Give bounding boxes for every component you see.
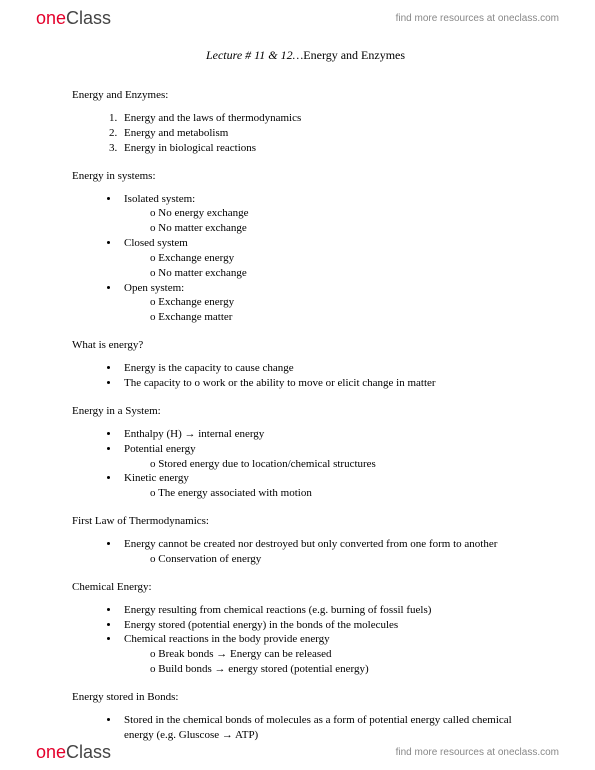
list-item: Energy is the capacity to cause change bbox=[120, 361, 539, 376]
list-item: Energy and metabolism bbox=[120, 126, 539, 141]
sub-item: The energy associated with motion bbox=[150, 486, 539, 501]
sub-list: The energy associated with motion bbox=[150, 486, 539, 501]
sub-item: Exchange matter bbox=[150, 310, 539, 325]
section-head-3: What is energy? bbox=[72, 339, 539, 351]
sub-list: Break bonds → Energy can be released Bui… bbox=[150, 647, 539, 677]
list-item: Open system: Exchange energy Exchange ma… bbox=[120, 281, 539, 326]
sub-item: Conservation of energy bbox=[150, 552, 539, 567]
list-item: Potential energy Stored energy due to lo… bbox=[120, 442, 539, 472]
sub-item: No energy exchange bbox=[150, 206, 539, 221]
brand-logo-footer: oneClass bbox=[36, 742, 111, 763]
list-item: Chemical reactions in the body provide e… bbox=[120, 632, 539, 677]
list-item: Energy cannot be created nor destroyed b… bbox=[120, 537, 539, 567]
section-head-4: Energy in a System: bbox=[72, 405, 539, 417]
bullet-text: Isolated system: bbox=[124, 193, 195, 205]
sub-item: Stored energy due to location/chemical s… bbox=[150, 457, 539, 472]
brand-one: one bbox=[36, 742, 66, 763]
section-head-6: Chemical Energy: bbox=[72, 581, 539, 593]
footer-resources-link[interactable]: find more resources at oneclass.com bbox=[396, 747, 559, 758]
sub-list: Exchange energy No matter exchange bbox=[150, 251, 539, 281]
header-resources-link[interactable]: find more resources at oneclass.com bbox=[396, 13, 559, 24]
sub-list: Conservation of energy bbox=[150, 552, 539, 567]
section-head-1: Energy and Enzymes: bbox=[72, 89, 539, 101]
bullet-list-5: Energy cannot be created nor destroyed b… bbox=[120, 537, 539, 567]
bullet-list-2: Isolated system: No energy exchange No m… bbox=[120, 192, 539, 326]
list-item: Energy in biological reactions bbox=[120, 141, 539, 156]
list-item: Isolated system: No energy exchange No m… bbox=[120, 192, 539, 237]
brand-class: Class bbox=[66, 742, 111, 763]
list-item: Energy and the laws of thermodynamics bbox=[120, 111, 539, 126]
bullet-text: Open system: bbox=[124, 282, 184, 294]
bullet-text: Potential energy bbox=[124, 443, 196, 455]
lecture-title: Lecture # 11 & 12…Energy and Enzymes bbox=[72, 48, 539, 63]
sub-item: No matter exchange bbox=[150, 266, 539, 281]
section-head-2: Energy in systems: bbox=[72, 170, 539, 182]
brand-logo: oneClass bbox=[36, 8, 111, 29]
title-rest: Energy and Enzymes bbox=[303, 48, 405, 62]
sub-item: No matter exchange bbox=[150, 221, 539, 236]
bullet-text: Closed system bbox=[124, 237, 188, 249]
page-header: oneClass find more resources at oneclass… bbox=[0, 0, 595, 36]
brand-class: Class bbox=[66, 8, 111, 29]
sub-item: Exchange energy bbox=[150, 295, 539, 310]
bullet-text: Kinetic energy bbox=[124, 472, 189, 484]
numbered-list-1: Energy and the laws of thermodynamics En… bbox=[120, 111, 539, 156]
list-item: The capacity to o work or the ability to… bbox=[120, 376, 539, 391]
list-item: Energy stored (potential energy) in the … bbox=[120, 618, 539, 633]
list-item: Kinetic energy The energy associated wit… bbox=[120, 471, 539, 501]
sub-list: No energy exchange No matter exchange bbox=[150, 206, 539, 236]
list-item: Enthalpy (H) → internal energy bbox=[120, 427, 539, 442]
brand-one: one bbox=[36, 8, 66, 29]
title-prefix: Lecture # 11 & 12… bbox=[206, 48, 303, 62]
bullet-text: Energy cannot be created nor destroyed b… bbox=[124, 538, 497, 550]
sub-item: Break bonds → Energy can be released bbox=[150, 647, 539, 662]
sub-list: Stored energy due to location/chemical s… bbox=[150, 457, 539, 472]
bullet-text: Chemical reactions in the body provide e… bbox=[124, 633, 330, 645]
bullet-list-3: Energy is the capacity to cause change T… bbox=[120, 361, 539, 391]
section-head-5: First Law of Thermodynamics: bbox=[72, 515, 539, 527]
bullet-list-6: Energy resulting from chemical reactions… bbox=[120, 603, 539, 677]
section-head-7: Energy stored in Bonds: bbox=[72, 691, 539, 703]
page-footer: oneClass find more resources at oneclass… bbox=[0, 734, 595, 770]
bullet-list-4: Enthalpy (H) → internal energy Potential… bbox=[120, 427, 539, 501]
document-body: Lecture # 11 & 12…Energy and Enzymes Ene… bbox=[72, 48, 539, 747]
sub-list: Exchange energy Exchange matter bbox=[150, 295, 539, 325]
sub-item: Build bonds → energy stored (potential e… bbox=[150, 662, 539, 677]
list-item: Closed system Exchange energy No matter … bbox=[120, 236, 539, 281]
list-item: Energy resulting from chemical reactions… bbox=[120, 603, 539, 618]
sub-item: Exchange energy bbox=[150, 251, 539, 266]
